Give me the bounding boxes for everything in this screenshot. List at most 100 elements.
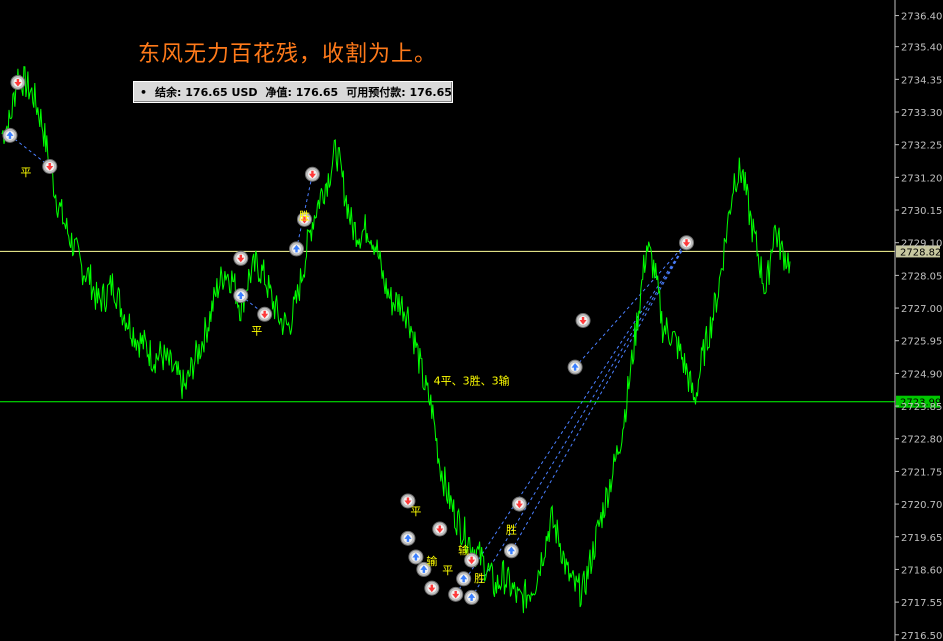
trade-marker-sell [424,580,440,596]
account-equity: 净值: 176.65 [265,86,339,99]
sell-arrow-icon [468,556,476,565]
buy-arrow-icon [237,291,245,300]
level-price-tag-bid [896,245,940,258]
sell-arrow-icon [308,170,316,179]
price-axis-tick-label: 2732.25 [901,141,942,152]
buy-arrow-icon [404,534,412,542]
trade-annotation: 胜 [474,571,485,585]
trade-marker-buy [233,288,249,304]
price-axis-tick-label: 2722.80 [901,435,942,446]
account-bullet: • [140,85,148,99]
trade-annotation: 平 [20,166,31,179]
buy-arrow-icon [420,565,428,573]
price-axis-tick-label: 2723.85 [901,402,942,413]
sell-arrow-icon [428,584,436,593]
price-axis-tick-label: 2728.05 [901,271,942,282]
trade-marker-sell [233,250,249,266]
trade-marker-buy [289,241,305,257]
trade-link-line [574,242,687,368]
price-axis-tick-label: 2721.75 [901,467,942,478]
account-summary: • 结余: 176.65 USD 净值: 176.65 可用预付款: 176.6… [133,81,453,103]
trade-marker-sell [511,496,527,512]
price-axis-tick-label: 2730.15 [901,206,942,217]
price-axis-tick-label: 2731.20 [901,173,942,184]
sell-arrow-icon [46,162,54,171]
level-price-label-bid: 2728.82 [900,247,941,258]
trade-link-line [9,134,51,167]
trade-marker-sell [464,552,480,568]
sell-arrow-icon [683,239,691,247]
sell-arrow-icon [14,78,22,87]
price-axis-tick-label: 2736.40 [901,12,942,23]
buy-arrow-icon [507,546,515,555]
price-axis-tick-label: 2734.35 [901,75,942,86]
price-axis-tick-label: 2733.30 [901,108,942,119]
trade-annotation: 胜 [299,208,310,222]
trade-annotation: 输 [458,543,469,557]
price-axis-tick-label: 2719.65 [901,533,942,544]
trade-marker-sell [448,586,464,602]
buy-arrow-icon [293,244,301,253]
price-axis: 2728.82 2723.99 2736.40 2735.40 2734.35 2733.… [895,12,942,641]
price-axis-tick-label: 2717.55 [901,598,942,609]
trade-marker-buy [2,127,18,143]
trade-link-line [455,242,687,595]
price-axis-tick-label: 2725.95 [901,337,942,348]
sell-arrow-icon [515,500,523,509]
trade-annotation: 平 [410,505,421,518]
trade-marker-sell [304,166,320,182]
trade-marker-sell [257,306,273,322]
price-axis-tick-label: 2735.40 [901,43,942,54]
trade-marker-buy [503,543,519,559]
trade-annotation: 平 [251,325,262,338]
trade-marker-sell [296,211,312,227]
price-axis-tick-label: 2716.50 [901,631,942,641]
horizontal-levels [0,250,895,403]
buy-arrow-icon [6,131,14,139]
sell-arrow-icon [237,254,245,263]
trade-link-line [296,174,313,250]
trade-marker-buy [464,589,480,605]
buy-arrow-icon [571,363,579,371]
trade-marker-sell [400,493,416,509]
trade-annotation: 平 [442,564,453,577]
trade-annotation: 输 [426,554,437,568]
trade-marker-sell [575,313,591,328]
trade-marker-sell [432,521,448,537]
trade-annotation: 4平、3胜、3输 [434,373,510,387]
trade-marker-sell [679,235,695,251]
buy-arrow-icon [412,552,420,561]
sell-arrow-icon [261,310,269,319]
sell-arrow-icon [404,497,412,505]
price-axis-tick-label: 2720.70 [901,500,942,511]
sell-arrow-icon [300,215,308,224]
trade-marker-sell [42,158,58,174]
account-balance: 结余: 176.65 USD [155,86,258,99]
trade-marker-buy [400,530,416,546]
price-axis-tick-label: 2718.60 [901,565,942,576]
trade-marker-buy [567,359,583,375]
trade-marker-buy [456,571,472,587]
buy-arrow-icon [468,593,476,601]
price-axis-tick-label: 2729.10 [901,239,942,250]
trade-marker-buy [416,561,432,577]
trade-link-line [510,242,687,552]
price-series-line [1,66,791,614]
level-price-tag-level [896,395,940,408]
sell-arrow-icon [579,317,587,325]
trade-marker-sell [10,74,26,90]
account-free-margin: 可用预付款: 176.65 [346,86,452,99]
trade-marker-buy [408,549,424,565]
trade-markers [2,74,695,605]
headline-text: 东风无力百花残，收割为上。 [138,42,438,67]
sell-arrow-icon [436,525,444,533]
sell-arrow-icon [452,590,460,599]
buy-arrow-icon [460,574,468,583]
level-price-label-level: 2723.99 [900,398,941,409]
price-axis-tick-label: 2724.90 [901,369,942,380]
price-axis-tick-label: 2727.00 [901,304,942,315]
trade-annotation: 胜 [506,523,517,537]
